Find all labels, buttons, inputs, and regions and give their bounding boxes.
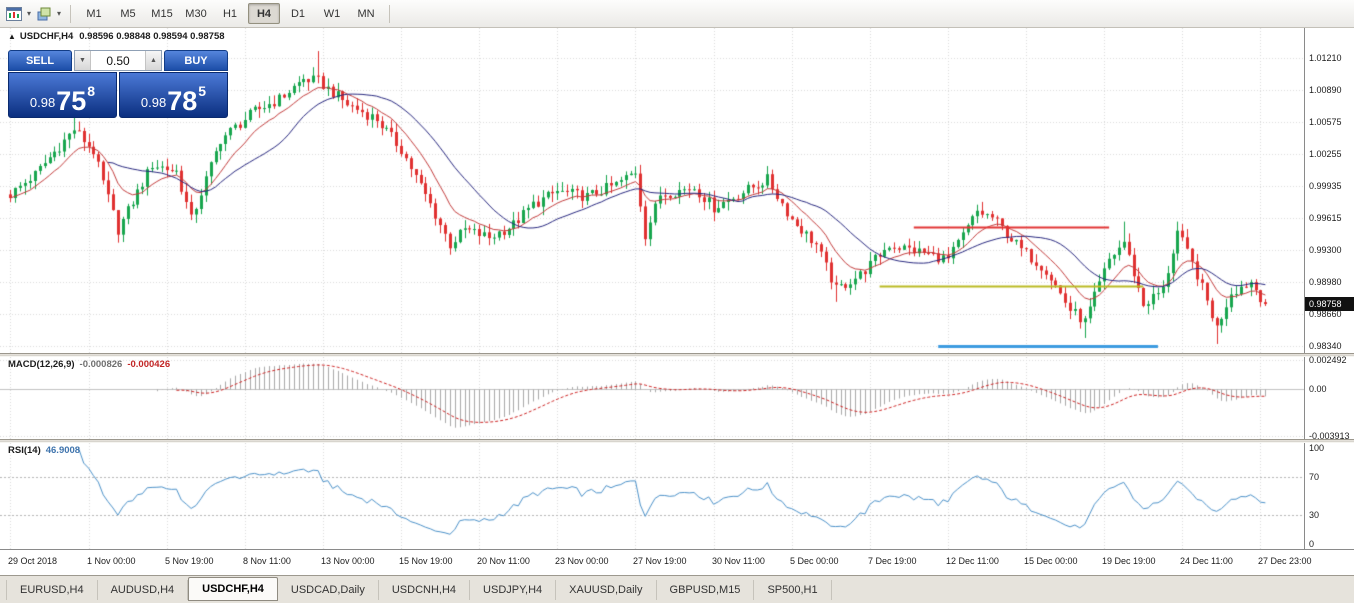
rsi-indicator-canvas[interactable] — [0, 443, 1304, 549]
price-tick-label: 0.99615 — [1309, 213, 1342, 223]
symbol-tab-xauusd-daily[interactable]: XAUUSD,Daily — [556, 580, 657, 600]
time-tick-label: 15 Nov 19:00 — [399, 556, 453, 566]
price-tick-label: 1.01210 — [1309, 53, 1342, 63]
macd-name: MACD(12,26,9) — [8, 359, 75, 370]
chart-window: ▲ USDCHF,H4 0.98596 0.98848 0.98594 0.9875… — [0, 28, 1354, 575]
price-tick-label: 1.00255 — [1309, 149, 1342, 159]
price-tick-label: 0.99935 — [1309, 181, 1342, 191]
symbol-tab-usdcnh-h4[interactable]: USDCNH,H4 — [379, 580, 471, 600]
chart-tabs-bar: EURUSD,H4 AUDUSD,H4 USDCHF,H4 USDCAD,Daily U… — [0, 575, 1354, 603]
rsi-panel-splitter[interactable] — [0, 439, 1354, 443]
price-tick-label: 0.98660 — [1309, 309, 1342, 319]
time-tick-label: 23 Nov 00:00 — [555, 556, 609, 566]
time-tick-label: 27 Nov 19:00 — [633, 556, 687, 566]
templates-icon[interactable] — [34, 5, 54, 23]
time-tick-label: 1 Nov 00:00 — [87, 556, 136, 566]
timeframe-button-h1[interactable]: H1 — [222, 7, 238, 20]
macd-indicator-canvas[interactable] — [0, 357, 1304, 439]
macd-tick-label: 0.00 — [1309, 384, 1327, 394]
price-tick-label: 0.99300 — [1309, 245, 1342, 255]
rsi-tick-label: 100 — [1309, 443, 1325, 453]
time-tick-label: 12 Dec 11:00 — [946, 556, 999, 566]
timeframe-button-mn[interactable]: MN — [357, 7, 375, 20]
price-tick-label: 0.98340 — [1309, 341, 1342, 351]
buy-price-point: 5 — [198, 83, 207, 99]
time-tick-label: 27 Dec 23:00 — [1258, 556, 1312, 566]
sell-button[interactable]: SELL — [8, 50, 72, 71]
time-tick-label: 15 Dec 00:00 — [1024, 556, 1078, 566]
macd-label: MACD(12,26,9) -0.000826 -0.000426 — [8, 359, 170, 370]
timeframe-toolbar: M1 M5 M15 M30 H1 H4 D1 W1 MN — [77, 3, 383, 24]
macd-signal-value: -0.000426 — [127, 359, 171, 370]
timeframe-button-w1[interactable]: W1 — [323, 7, 341, 20]
volume-input[interactable]: 0.50 — [106, 53, 130, 68]
rsi-value: 46.9008 — [45, 445, 81, 456]
buy-button[interactable]: BUY — [164, 50, 228, 71]
chart-title-symbol: USDCHF,H4 — [19, 31, 74, 42]
symbol-tab-usdjpy-h4[interactable]: USDJPY,H4 — [470, 580, 557, 600]
symbol-tab-eurusd-h4[interactable]: EURUSD,H4 — [6, 580, 98, 600]
collapse-icon[interactable]: ▲ — [8, 32, 16, 41]
symbol-tab-usdcad-daily[interactable]: USDCAD,Daily — [278, 580, 379, 600]
symbol-tab-sp500-h1[interactable]: SP500,H1 — [754, 580, 832, 600]
buy-price-panel[interactable]: 0.98 78 5 — [119, 72, 228, 118]
rsi-tick-label: 70 — [1309, 472, 1320, 482]
timeframe-button-m15[interactable]: M15 — [151, 7, 173, 20]
price-tick-label: 1.00890 — [1309, 85, 1342, 95]
symbol-tab-gbpusd-m15[interactable]: GBPUSD,M15 — [657, 580, 755, 600]
time-tick-label: 7 Dec 19:00 — [868, 556, 917, 566]
rsi-name: RSI(14) — [8, 445, 41, 456]
volume-increase-button[interactable]: ▲ — [145, 51, 161, 70]
time-tick-label: 20 Nov 11:00 — [477, 556, 530, 566]
chart-title-ohlc: 0.98596 0.98848 0.98594 0.98758 — [79, 31, 225, 42]
timeframe-button-m1[interactable]: M1 — [86, 7, 102, 20]
price-tick-label: 1.00575 — [1309, 117, 1342, 127]
chart-title: ▲ USDCHF,H4 0.98596 0.98848 0.98594 0.9875… — [8, 31, 225, 42]
time-tick-label: 5 Dec 00:00 — [790, 556, 839, 566]
macd-tick-label: 0.002492 — [1309, 355, 1347, 365]
toolbar-separator — [389, 4, 390, 23]
volume-decrease-button[interactable]: ▼ — [75, 51, 91, 70]
time-tick-label: 29 Oct 2018 — [8, 556, 58, 566]
time-tick-label: 8 Nov 11:00 — [243, 556, 291, 566]
sell-price-panel[interactable]: 0.98 75 8 — [8, 72, 117, 118]
time-tick-label: 13 Nov 00:00 — [321, 556, 375, 566]
one-click-trading-panel: SELL ▼ 0.50 ▲ BUY 0.98 75 8 0.98 78 5 — [8, 50, 228, 118]
timeframe-button-m5[interactable]: M5 — [120, 7, 136, 20]
timeframe-button-m30[interactable]: M30 — [185, 7, 207, 20]
price-tick-label: 0.98980 — [1309, 277, 1342, 287]
sell-price-pips: 75 — [56, 85, 87, 116]
rsi-tick-label: 0 — [1309, 539, 1315, 549]
buy-price-prefix: 0.98 — [140, 95, 167, 110]
symbol-tab-usdchf-h4[interactable]: USDCHF,H4 — [188, 577, 278, 601]
top-toolbar: ▾ ▾ M1 M5 M15 M30 H1 H4 D1 W1 MN — [0, 0, 1354, 28]
buy-price-pips: 78 — [167, 85, 198, 116]
current-price-badge: 0.98758 — [1305, 297, 1354, 311]
timeframe-button-h4[interactable]: H4 — [248, 3, 280, 24]
symbol-tab-audusd-h4[interactable]: AUDUSD,H4 — [98, 580, 189, 600]
sell-price-point: 8 — [87, 83, 96, 99]
macd-panel-splitter[interactable] — [0, 353, 1354, 357]
templates-dropdown-icon[interactable]: ▾ — [56, 9, 61, 18]
time-tick-label: 30 Nov 11:00 — [712, 556, 765, 566]
rsi-tick-label: 30 — [1309, 510, 1320, 520]
toolbar-separator — [70, 4, 71, 23]
time-tick-label: 5 Nov 19:00 — [165, 556, 214, 566]
macd-main-value: -0.000826 — [79, 359, 123, 370]
price-scale[interactable]: 1.01210 1.00890 1.00575 1.00255 0.99935 0.996… — [1305, 28, 1354, 549]
time-tick-label: 19 Dec 19:00 — [1102, 556, 1156, 566]
time-scale[interactable]: 29 Oct 2018 1 Nov 00:00 5 Nov 19:00 8 Nov 1… — [0, 549, 1354, 575]
volume-control: ▼ 0.50 ▲ — [74, 50, 162, 71]
rsi-label: RSI(14) 46.9008 — [8, 445, 80, 456]
time-tick-label: 24 Dec 11:00 — [1180, 556, 1233, 566]
timeframe-button-d1[interactable]: D1 — [290, 7, 306, 20]
price-scale-separator — [1304, 28, 1305, 549]
new-chart-icon[interactable] — [4, 5, 24, 23]
macd-tick-label: -0.003913 — [1309, 431, 1350, 441]
sell-price-prefix: 0.98 — [29, 95, 56, 110]
new-chart-dropdown-icon[interactable]: ▾ — [26, 9, 31, 18]
